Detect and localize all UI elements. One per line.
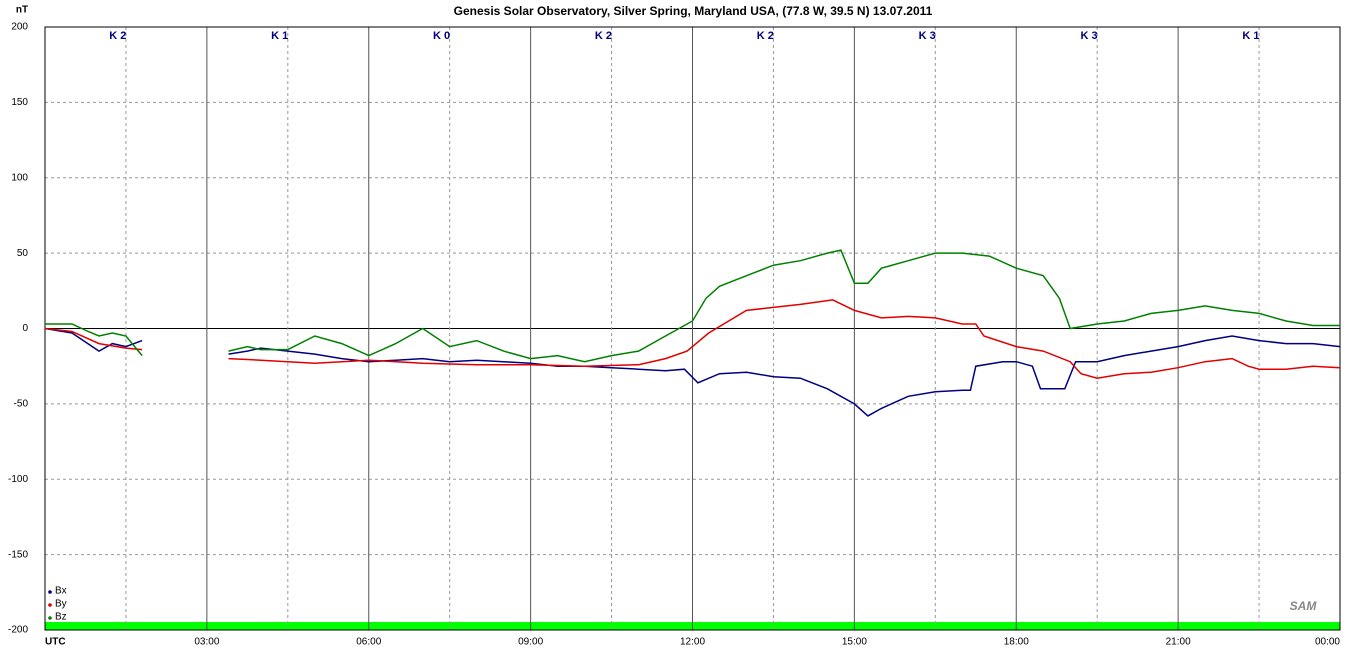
series-line (228, 249, 1340, 363)
legend-label: By (55, 599, 67, 610)
legend-marker (48, 590, 52, 594)
x-tick-label: 18:00 (1004, 637, 1029, 648)
x-tick-label: 06:00 (356, 637, 381, 648)
y-tick-label: 100 (11, 172, 28, 183)
y-tick-label: 150 (11, 97, 28, 108)
legend-label: Bx (55, 586, 67, 597)
y-axis-label: nT (16, 5, 28, 16)
y-tick-label: 200 (11, 22, 28, 33)
legend-marker (48, 616, 52, 620)
x-tick-label: 21:00 (1166, 637, 1191, 648)
legend-label: Bz (55, 612, 67, 623)
logo: SAM (1290, 599, 1318, 613)
y-tick-label: 50 (17, 248, 29, 259)
k-index-label: K 3 (1081, 30, 1098, 42)
k-index-label: K 2 (595, 30, 612, 42)
series-line (44, 327, 143, 351)
x-tick-label: 00:00 (1315, 637, 1340, 648)
k-index-label: K 2 (757, 30, 774, 42)
x-tick-label: 15:00 (842, 637, 867, 648)
y-tick-label: -50 (14, 399, 29, 410)
k-index-label: K 0 (433, 30, 450, 42)
y-tick-label: 0 (22, 323, 28, 334)
y-tick-label: -200 (8, 625, 28, 636)
x-tick-label: 12:00 (680, 637, 705, 648)
y-tick-label: -150 (8, 549, 28, 560)
legend-marker (48, 603, 52, 607)
chart-title: Genesis Solar Observatory, Silver Spring… (454, 4, 933, 18)
k-index-label: K 1 (271, 30, 288, 42)
k-index-label: K 2 (109, 30, 126, 42)
k-index-label: K 1 (1242, 30, 1259, 42)
x-tick-label: 03:00 (194, 637, 219, 648)
series-line (228, 335, 1341, 417)
x-tick-label: 09:00 (518, 637, 543, 648)
series-line (45, 323, 143, 357)
y-tick-label: -100 (8, 474, 28, 485)
k-index-label: K 3 (919, 30, 936, 42)
series-line (44, 327, 143, 352)
x-tick-label: UTC (45, 637, 66, 648)
series-line (228, 299, 1341, 379)
